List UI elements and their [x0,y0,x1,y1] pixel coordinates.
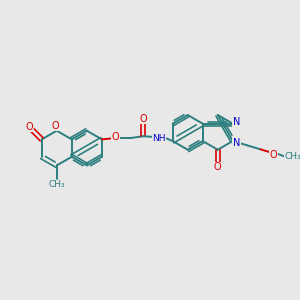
Text: CH₃: CH₃ [285,152,300,161]
Text: O: O [214,162,222,172]
Text: N: N [233,138,240,148]
Text: O: O [270,150,277,160]
Text: O: O [112,132,119,142]
Text: NH: NH [152,134,166,142]
Text: O: O [140,114,147,124]
Text: CH₃: CH₃ [48,180,65,189]
Text: N: N [233,117,240,127]
Text: O: O [52,121,60,131]
Text: O: O [25,122,33,132]
